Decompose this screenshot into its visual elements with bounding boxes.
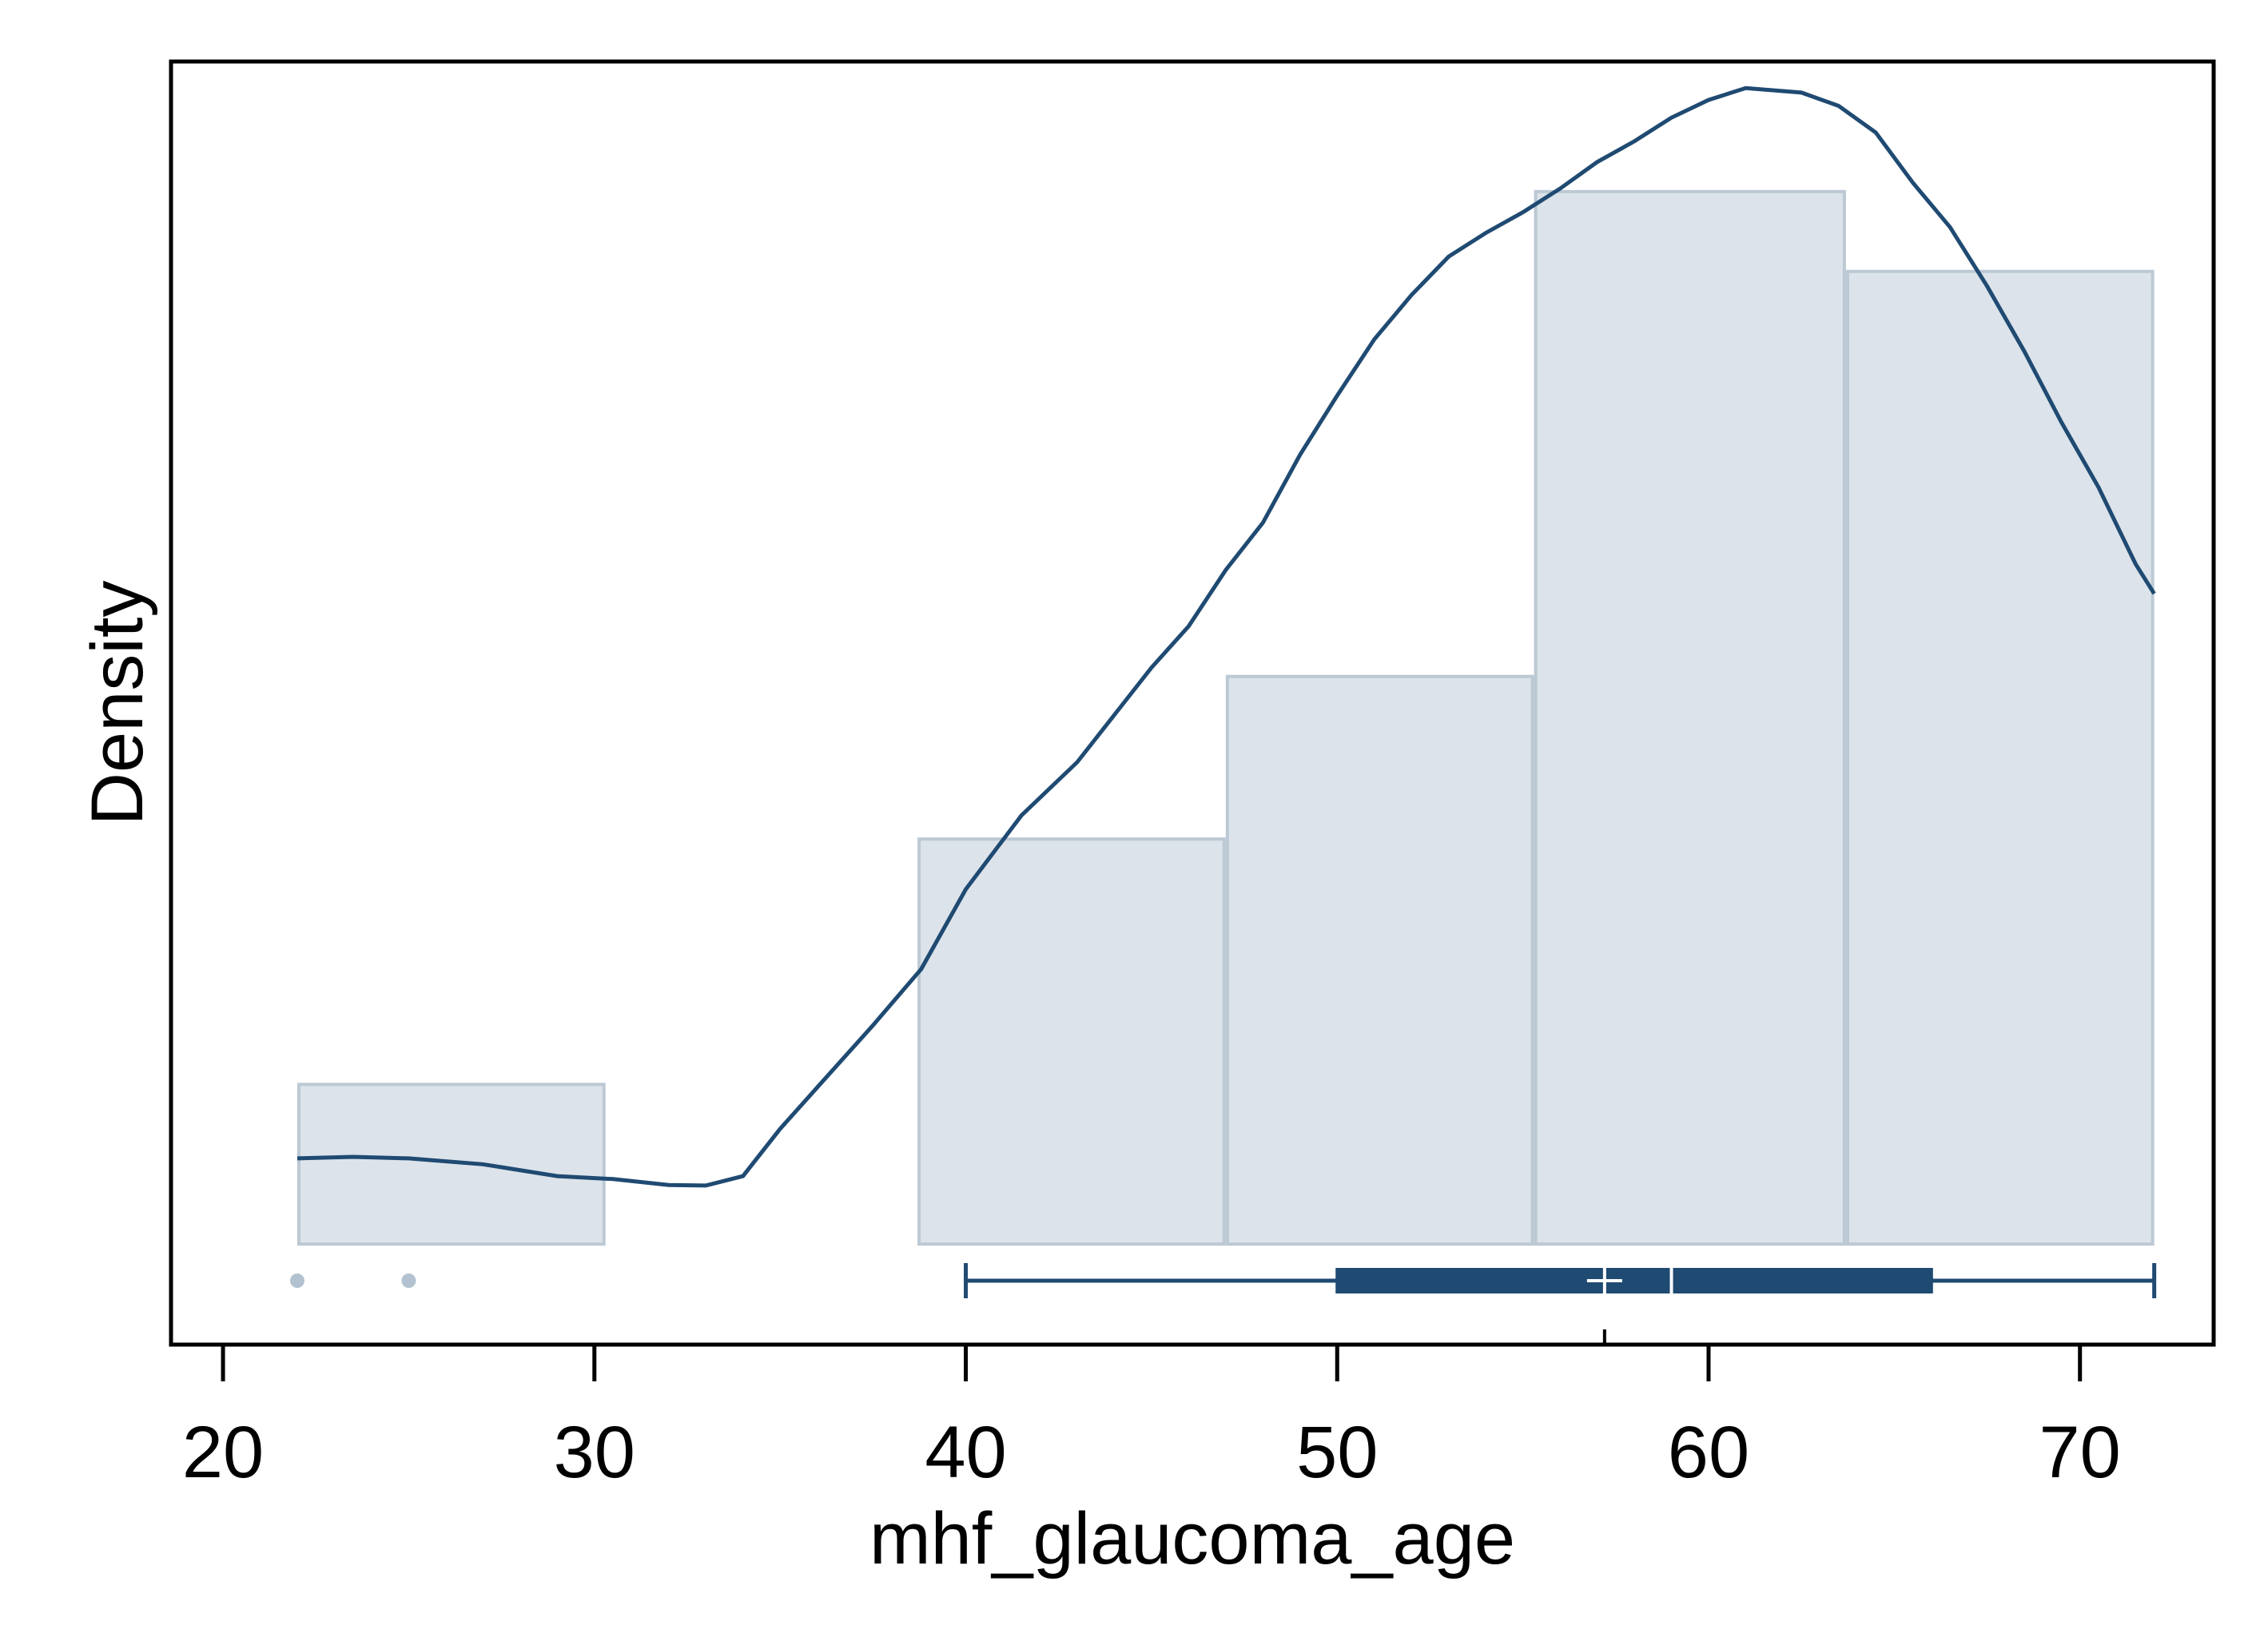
x-tick-label-20: 20	[182, 1412, 264, 1493]
y-axis-label: Density	[77, 581, 158, 826]
kde-curve	[296, 85, 2156, 1188]
histogram-bar-4	[1534, 189, 1846, 1246]
boxplot-box	[1335, 1268, 1933, 1293]
histogram-bar-3	[1225, 674, 1534, 1246]
x-tick-label-40: 40	[925, 1412, 1006, 1493]
plot-area-frame	[169, 59, 2216, 1347]
x-tick-label-60: 60	[1668, 1412, 1749, 1493]
histogram-bar-5	[1845, 269, 2155, 1246]
histogram-bars	[297, 189, 2155, 1246]
x-tick-label-50: 50	[1296, 1412, 1378, 1493]
boxplot-outlier-1	[401, 1274, 416, 1288]
histogram-bar-0	[297, 1083, 606, 1246]
histogram-bar-2	[917, 837, 1226, 1246]
x-tick-label-30: 30	[554, 1412, 635, 1493]
x-axis-ticks: 20 30 40 50 60 70	[182, 1345, 2121, 1493]
boxplot-outlier-0	[290, 1274, 305, 1288]
x-axis-label: mhf_glaucoma_age	[869, 1498, 1515, 1579]
x-tick-label-70: 70	[2039, 1412, 2121, 1493]
boxplot	[290, 1263, 2157, 1345]
